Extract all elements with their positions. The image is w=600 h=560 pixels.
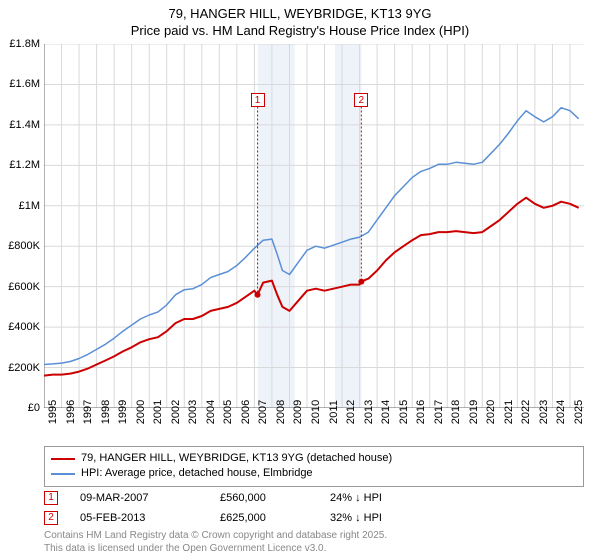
x-axis-label: 2023 bbox=[538, 400, 550, 424]
y-axis-label: £0 bbox=[28, 402, 40, 414]
sale-row-marker: 2 bbox=[44, 511, 58, 525]
chart-area: £0£200K£400K£600K£800K£1M£1.2M£1.4M£1.6M… bbox=[44, 44, 584, 408]
footer-attribution: Contains HM Land Registry data © Crown c… bbox=[44, 530, 387, 555]
y-axis-label: £400K bbox=[8, 321, 40, 333]
sale-price: £625,000 bbox=[220, 512, 330, 524]
y-axis-label: £600K bbox=[8, 281, 40, 293]
x-axis-label: 2015 bbox=[398, 400, 410, 424]
x-axis-label: 2019 bbox=[468, 400, 480, 424]
sale-marker-1: 1 bbox=[251, 93, 265, 107]
footer-line1: Contains HM Land Registry data © Crown c… bbox=[44, 530, 387, 543]
x-axis-label: 1999 bbox=[117, 400, 129, 424]
y-axis-label: £800K bbox=[8, 240, 40, 252]
y-axis-label: £1.8M bbox=[9, 38, 40, 50]
legend-swatch bbox=[51, 473, 75, 475]
y-axis-label: £1.4M bbox=[9, 119, 40, 131]
x-axis-label: 2012 bbox=[345, 400, 357, 424]
y-axis-label: £1M bbox=[19, 200, 40, 212]
y-axis-label: £1.2M bbox=[9, 159, 40, 171]
x-axis-label: 2016 bbox=[415, 400, 427, 424]
footer-line2: This data is licensed under the Open Gov… bbox=[44, 543, 387, 556]
sale-marker-2: 2 bbox=[354, 93, 368, 107]
x-axis-label: 2021 bbox=[503, 400, 515, 424]
x-axis-label: 2025 bbox=[573, 400, 585, 424]
sale-row: 2 05-FEB-2013£625,00032% ↓ HPI bbox=[44, 508, 584, 528]
sale-row: 1 09-MAR-2007£560,00024% ↓ HPI bbox=[44, 488, 584, 508]
x-axis-label: 2024 bbox=[555, 400, 567, 424]
legend: 79, HANGER HILL, WEYBRIDGE, KT13 9YG (de… bbox=[44, 446, 584, 487]
y-axis-label: £1.6M bbox=[9, 78, 40, 90]
x-axis-label: 2017 bbox=[433, 400, 445, 424]
y-axis-label: £200K bbox=[8, 362, 40, 374]
x-axis-label: 2006 bbox=[240, 400, 252, 424]
sale-date: 09-MAR-2007 bbox=[80, 492, 220, 504]
chart-subtitle: Price paid vs. HM Land Registry's House … bbox=[0, 23, 600, 38]
x-axis-label: 2007 bbox=[257, 400, 269, 424]
legend-label: 79, HANGER HILL, WEYBRIDGE, KT13 9YG (de… bbox=[81, 451, 392, 466]
x-axis-label: 2018 bbox=[450, 400, 462, 424]
x-axis-label: 2014 bbox=[380, 400, 392, 424]
sale-date: 05-FEB-2013 bbox=[80, 512, 220, 524]
chart-container: 79, HANGER HILL, WEYBRIDGE, KT13 9YG Pri… bbox=[0, 0, 600, 560]
sale-price: £560,000 bbox=[220, 492, 330, 504]
x-axis-label: 2013 bbox=[363, 400, 375, 424]
x-axis-label: 1997 bbox=[82, 400, 94, 424]
x-axis-label: 2009 bbox=[292, 400, 304, 424]
x-axis-label: 1996 bbox=[65, 400, 77, 424]
x-axis-label: 2011 bbox=[328, 400, 340, 424]
x-axis-label: 2004 bbox=[205, 400, 217, 424]
x-axis-label: 2002 bbox=[170, 400, 182, 424]
legend-label: HPI: Average price, detached house, Elmb… bbox=[81, 466, 313, 481]
x-axis-label: 2008 bbox=[275, 400, 287, 424]
x-axis-label: 2022 bbox=[520, 400, 532, 424]
sale-diff: 24% ↓ HPI bbox=[330, 492, 382, 504]
x-axis-label: 2005 bbox=[222, 400, 234, 424]
legend-item: HPI: Average price, detached house, Elmb… bbox=[51, 466, 577, 481]
x-axis-label: 2001 bbox=[152, 400, 164, 424]
chart-svg bbox=[44, 44, 584, 408]
x-axis-label: 2010 bbox=[310, 400, 322, 424]
x-axis-label: 1998 bbox=[100, 400, 112, 424]
sales-table: 1 09-MAR-2007£560,00024% ↓ HPI 2 05-FEB-201… bbox=[44, 488, 584, 528]
sale-diff: 32% ↓ HPI bbox=[330, 512, 382, 524]
x-axis-label: 2020 bbox=[485, 400, 497, 424]
x-axis-label: 1995 bbox=[47, 400, 59, 424]
x-axis-label: 2003 bbox=[187, 400, 199, 424]
x-axis-label: 2000 bbox=[135, 400, 147, 424]
sale-row-marker: 1 bbox=[44, 491, 58, 505]
chart-title: 79, HANGER HILL, WEYBRIDGE, KT13 9YG bbox=[0, 0, 600, 23]
legend-item: 79, HANGER HILL, WEYBRIDGE, KT13 9YG (de… bbox=[51, 451, 577, 466]
legend-swatch bbox=[51, 458, 75, 460]
